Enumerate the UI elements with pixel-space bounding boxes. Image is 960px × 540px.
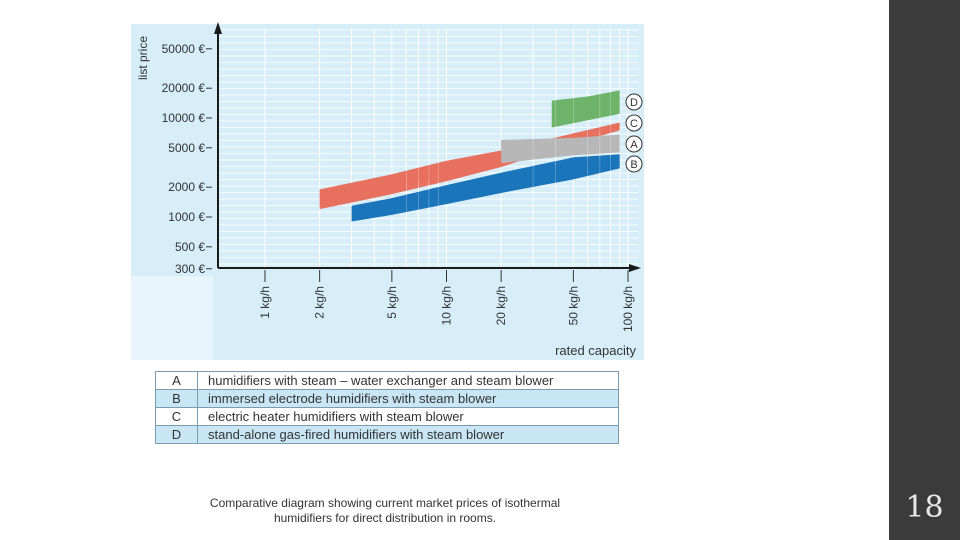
series-marker-label: C bbox=[630, 118, 638, 130]
caption-line-1: Comparative diagram showing current mark… bbox=[209, 496, 561, 510]
series-band-a bbox=[501, 134, 620, 164]
slide-sidebar bbox=[889, 0, 960, 540]
x-tick-label: 2 kg/h bbox=[313, 286, 327, 319]
y-tick-label: 5000 € bbox=[168, 141, 205, 155]
series-marker-label: A bbox=[630, 139, 638, 151]
tick-labels: 300 € 500 € 1000 € 2000 € 5000 € 10000 € 20000… bbox=[162, 42, 635, 332]
series-marker-circle bbox=[625, 135, 643, 153]
x-tick-label: 10 kg/h bbox=[440, 286, 454, 325]
legend-description: stand-alone gas-fired humidifiers with s… bbox=[197, 425, 619, 444]
legend-description: electric heater humidifiers with steam b… bbox=[197, 407, 619, 426]
y-tick-label: 20000 € bbox=[162, 81, 206, 95]
series-marker-label: B bbox=[630, 159, 637, 171]
series-band-d bbox=[551, 90, 620, 128]
y-tick-label: 10000 € bbox=[162, 111, 206, 125]
y-tick-label: 1000 € bbox=[168, 210, 205, 224]
series-marker-label: D bbox=[630, 97, 638, 109]
x-tick-label: 5 kg/h bbox=[385, 286, 399, 319]
legend-key: C bbox=[155, 407, 198, 426]
price-chart: 300 € 500 € 1000 € 2000 € 5000 € 10000 € 20000… bbox=[131, 22, 644, 360]
x-tick-label: 20 kg/h bbox=[494, 286, 508, 325]
legend-key: D bbox=[155, 425, 198, 444]
y-tick-label: 300 € bbox=[175, 262, 205, 276]
axes bbox=[214, 22, 641, 272]
y-axis-arrow bbox=[214, 22, 222, 34]
x-tick-label: 50 kg/h bbox=[566, 286, 580, 325]
legend-key: A bbox=[155, 371, 198, 390]
series-marker-circle bbox=[625, 114, 643, 132]
slide-number: 18 bbox=[905, 490, 944, 525]
caption-line-2: humidifiers for direct distribution in r… bbox=[273, 511, 497, 525]
y-tick-label: 50000 € bbox=[162, 42, 206, 56]
legend-description: immersed electrode humidifiers with stea… bbox=[197, 389, 619, 408]
series-marker-circle bbox=[625, 155, 643, 173]
legend-key: B bbox=[155, 389, 198, 408]
legend-description: humidifiers with steam – water exchanger… bbox=[197, 371, 619, 390]
x-axis-arrow bbox=[629, 264, 641, 272]
series-marker-circle bbox=[625, 93, 643, 111]
series-band-b bbox=[351, 154, 620, 222]
figure-caption: Comparative diagram showing current mark… bbox=[155, 496, 615, 526]
y-tick-label: 500 € bbox=[175, 240, 205, 254]
y-tick-label: 2000 € bbox=[168, 180, 205, 194]
x-axis-label: rated capacity bbox=[555, 343, 636, 358]
series-layer bbox=[319, 88, 620, 222]
label-strip bbox=[131, 276, 213, 360]
x-tick-label: 100 kg/h bbox=[621, 286, 635, 332]
y-axis-label: list price bbox=[136, 36, 150, 80]
x-tick-label: 1 kg/h bbox=[258, 286, 272, 319]
